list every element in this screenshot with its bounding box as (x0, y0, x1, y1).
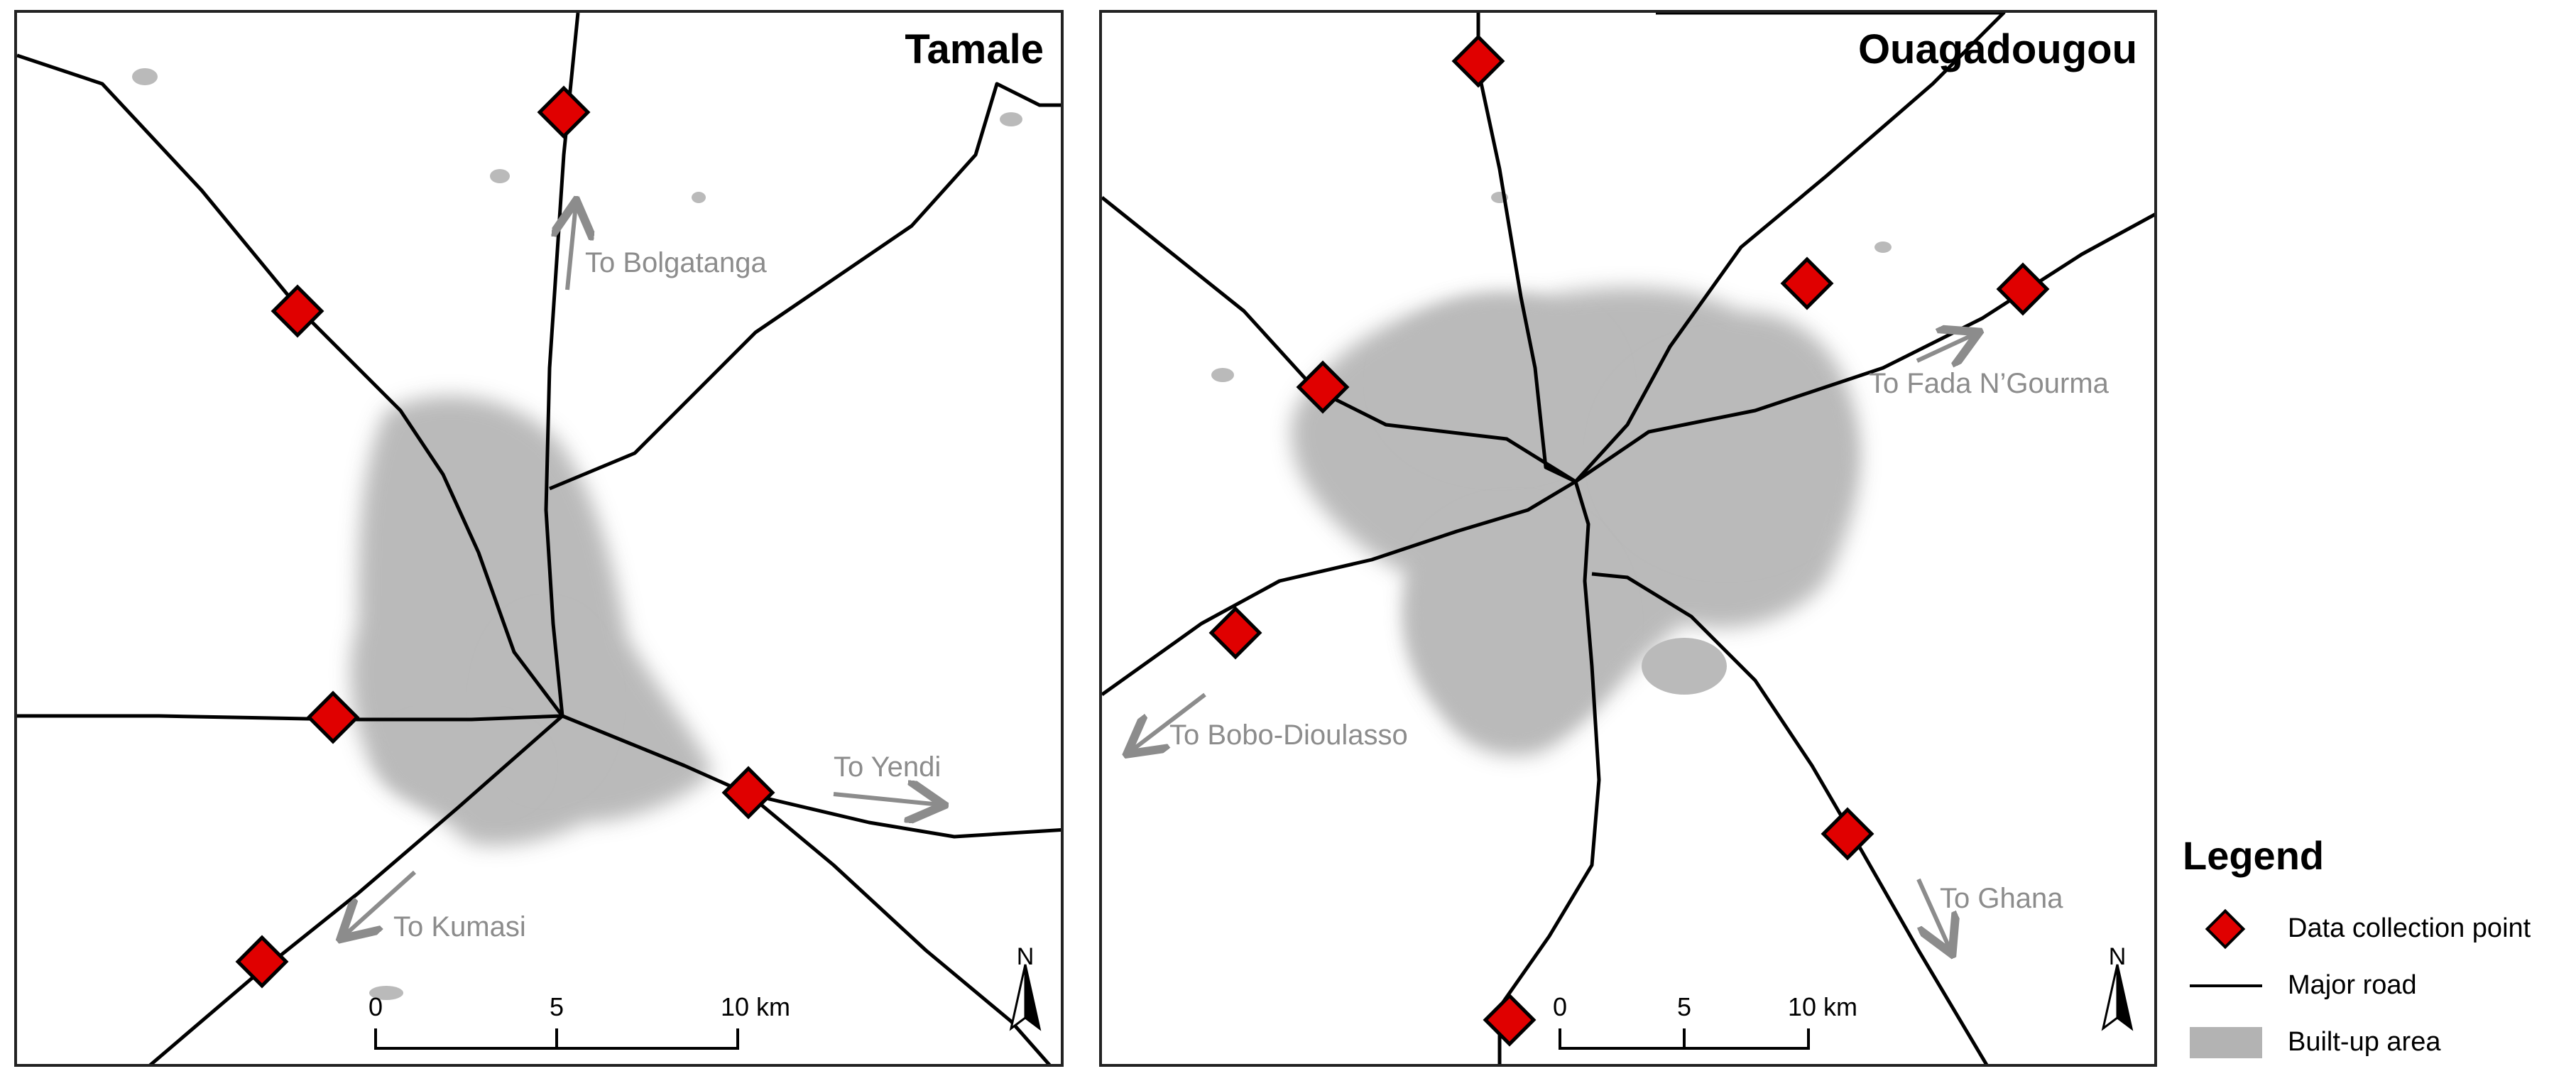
collection-point (1780, 256, 1834, 310)
scale-tick-label: 0 (369, 992, 383, 1021)
collection-point (1821, 807, 1874, 861)
road-southeast (1591, 572, 1989, 1064)
collection-point (1296, 360, 1350, 414)
scale-bar (374, 1028, 739, 1050)
collection-point (1996, 262, 2050, 316)
road-south (1497, 481, 1601, 1064)
collection-point (1208, 606, 1262, 660)
direction-arrows (1130, 334, 1975, 950)
map-panel-tamale: To Bolgatanga To Yendi To Kumasi 0 5 10 … (14, 10, 1064, 1067)
road-southwest (148, 715, 564, 1064)
scale-tick-label: 0 (1553, 992, 1567, 1021)
scale-tick-label: 5 (1677, 992, 1691, 1021)
collection-point (271, 284, 324, 338)
data-collection-points (1208, 34, 2050, 1047)
scale-tick-label: 5 (550, 992, 564, 1021)
direction-label: To Kumasi (393, 911, 526, 943)
road-line-icon (2190, 984, 2262, 987)
map-title: Ouagadougou (1857, 26, 2137, 72)
direction-label: To Bobo-Dioulasso (1169, 719, 1408, 751)
legend-label: Built-up area (2288, 1027, 2441, 1057)
direction-label: To Yendi (834, 751, 941, 783)
legend: Legend Data collection point Major road … (2173, 824, 2570, 1080)
direction-label: To Fada N’Gourma (1869, 368, 2110, 399)
gray-fill-icon (2190, 1027, 2262, 1058)
legend-label: Major road (2288, 970, 2417, 1000)
north-label: N (1017, 943, 1035, 970)
built-up-area (132, 68, 1022, 1000)
direction-arrows (344, 205, 940, 936)
map-title: Tamale (905, 26, 1044, 72)
scale-tick-label: 10 km (721, 992, 790, 1021)
road-southeast (747, 793, 1052, 1064)
road-east (1574, 212, 2154, 484)
north-arrow-icon (2101, 964, 2134, 1031)
legend-item-built-up-area: Built-up area (2183, 1021, 2566, 1064)
road-east (562, 714, 1061, 839)
road-northeast (549, 82, 1061, 491)
major-roads (1102, 13, 2154, 1064)
legend-item-collection-point: Data collection point (2183, 908, 2566, 950)
direction-label: To Ghana (1940, 883, 2063, 914)
road-northwest (17, 53, 564, 717)
collection-point (306, 690, 360, 744)
direction-label: To Bolgatanga (585, 247, 768, 278)
red-diamond-icon (2205, 908, 2246, 950)
tamale-map-canvas: To Bolgatanga To Yendi To Kumasi 0 5 10 … (17, 13, 1061, 1064)
north-arrow-icon (1009, 964, 1042, 1031)
road-west (1102, 479, 1577, 697)
ouagadougou-map-canvas: To Fada N’Gourma To Bobo-Dioulasso To Gh… (1102, 13, 2154, 1064)
collection-point (235, 935, 289, 989)
data-collection-points (235, 85, 775, 989)
collection-point (1483, 993, 1537, 1047)
map-panel-ouagadougou: To Fada N’Gourma To Bobo-Dioulasso To Gh… (1099, 10, 2157, 1067)
road-northeast (1574, 13, 2006, 483)
collection-point (1451, 34, 1505, 88)
north-label: N (2109, 943, 2127, 970)
scale-bar (1559, 1028, 1810, 1050)
legend-title: Legend (2183, 833, 2325, 878)
scale-tick-label: 10 km (1788, 992, 1857, 1021)
collection-point (537, 85, 591, 139)
legend-item-major-road: Major road (2183, 965, 2566, 1007)
legend-label: Data collection point (2288, 913, 2531, 943)
collection-point (721, 766, 775, 820)
